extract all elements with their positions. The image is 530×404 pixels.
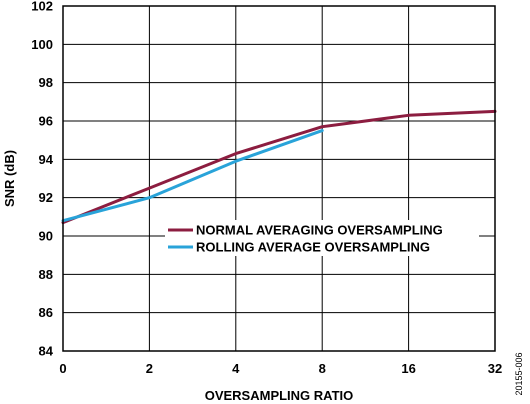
x-tick-label: 8 (319, 361, 326, 376)
y-tick-label: 98 (39, 75, 53, 90)
legend-label-normal-averaging: NORMAL AVERAGING OVERSAMPLING (196, 223, 443, 238)
x-axis-title: OVERSAMPLING RATIO (205, 388, 354, 403)
y-axis-title: SNR (dB) (2, 150, 17, 207)
y-tick-label: 96 (39, 114, 53, 129)
y-tick-label: 92 (39, 190, 53, 205)
plot-frame (62, 5, 496, 352)
y-tick-label: 88 (39, 267, 53, 282)
figure-id: 20155-006 (514, 352, 524, 395)
series-line-0 (61, 109, 497, 225)
x-tick-label: 0 (59, 361, 66, 376)
legend: NORMAL AVERAGING OVERSAMPLING ROLLING AV… (165, 220, 479, 256)
y-tick-label: 94 (39, 152, 54, 167)
x-tick-label: 16 (401, 361, 415, 376)
series-lines (61, 109, 497, 225)
y-tick-label: 84 (39, 344, 54, 359)
x-tick-label: 2 (146, 361, 153, 376)
y-tick-label: 86 (39, 305, 53, 320)
x-tick-label: 4 (232, 361, 240, 376)
y-tick-label: 100 (31, 37, 53, 52)
series-line-1 (61, 129, 324, 223)
legend-background (165, 220, 479, 256)
legend-label-rolling-average: ROLLING AVERAGE OVERSAMPLING (196, 240, 430, 255)
x-tick-label: 32 (488, 361, 502, 376)
y-tick-label: 102 (31, 0, 53, 14)
y-tick-labels: 84 86 88 90 92 94 96 98 100 102 (31, 0, 53, 359)
grid-lines (63, 6, 495, 351)
x-tick-labels: 0 2 4 8 16 32 (59, 361, 502, 376)
y-tick-label: 90 (39, 229, 53, 244)
